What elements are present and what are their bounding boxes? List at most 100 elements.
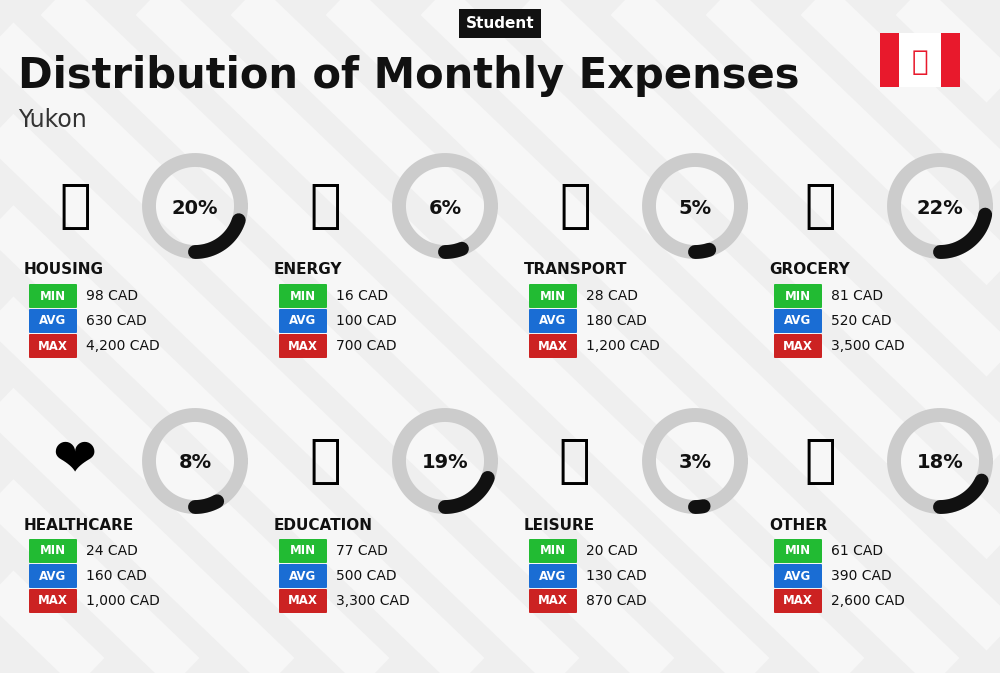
FancyBboxPatch shape bbox=[279, 539, 327, 563]
Text: MIN: MIN bbox=[40, 289, 66, 302]
Text: 28 CAD: 28 CAD bbox=[586, 289, 638, 303]
Text: 6%: 6% bbox=[428, 199, 462, 217]
Text: AVG: AVG bbox=[539, 314, 567, 328]
Text: 20%: 20% bbox=[172, 199, 218, 217]
FancyBboxPatch shape bbox=[279, 334, 327, 358]
Text: MIN: MIN bbox=[785, 289, 811, 302]
Text: MAX: MAX bbox=[538, 339, 568, 353]
Text: 🔌: 🔌 bbox=[309, 180, 341, 232]
FancyBboxPatch shape bbox=[774, 309, 822, 333]
FancyBboxPatch shape bbox=[29, 589, 77, 613]
Text: LEISURE: LEISURE bbox=[524, 518, 595, 532]
Text: MAX: MAX bbox=[783, 594, 813, 608]
Text: MIN: MIN bbox=[785, 544, 811, 557]
Text: AVG: AVG bbox=[289, 569, 317, 583]
Text: 19%: 19% bbox=[422, 454, 468, 472]
Text: OTHER: OTHER bbox=[769, 518, 827, 532]
Text: 20 CAD: 20 CAD bbox=[586, 544, 638, 558]
Text: 🏢: 🏢 bbox=[59, 180, 91, 232]
Text: MAX: MAX bbox=[38, 594, 68, 608]
Text: AVG: AVG bbox=[539, 569, 567, 583]
Text: 1,200 CAD: 1,200 CAD bbox=[586, 339, 660, 353]
FancyBboxPatch shape bbox=[529, 284, 577, 308]
Text: 🍁: 🍁 bbox=[912, 48, 928, 76]
Text: 100 CAD: 100 CAD bbox=[336, 314, 397, 328]
Text: MIN: MIN bbox=[290, 544, 316, 557]
Text: AVG: AVG bbox=[39, 569, 67, 583]
FancyBboxPatch shape bbox=[29, 284, 77, 308]
Text: 3,500 CAD: 3,500 CAD bbox=[831, 339, 905, 353]
Text: HEALTHCARE: HEALTHCARE bbox=[24, 518, 134, 532]
FancyBboxPatch shape bbox=[529, 334, 577, 358]
Text: MAX: MAX bbox=[538, 594, 568, 608]
Text: Distribution of Monthly Expenses: Distribution of Monthly Expenses bbox=[18, 55, 800, 97]
Text: ❤️: ❤️ bbox=[53, 435, 97, 487]
FancyBboxPatch shape bbox=[941, 33, 960, 87]
Text: 180 CAD: 180 CAD bbox=[586, 314, 647, 328]
Text: MAX: MAX bbox=[38, 339, 68, 353]
Text: 🎓: 🎓 bbox=[309, 435, 341, 487]
Text: 🛍️: 🛍️ bbox=[559, 435, 591, 487]
Text: GROCERY: GROCERY bbox=[769, 262, 850, 277]
Text: 24 CAD: 24 CAD bbox=[86, 544, 138, 558]
Text: MAX: MAX bbox=[783, 339, 813, 353]
Text: MIN: MIN bbox=[40, 544, 66, 557]
FancyBboxPatch shape bbox=[880, 33, 899, 87]
Text: 16 CAD: 16 CAD bbox=[336, 289, 388, 303]
FancyBboxPatch shape bbox=[529, 589, 577, 613]
Text: 870 CAD: 870 CAD bbox=[586, 594, 647, 608]
Text: Student: Student bbox=[466, 16, 534, 31]
FancyBboxPatch shape bbox=[29, 539, 77, 563]
Text: 🚌: 🚌 bbox=[559, 180, 591, 232]
Text: 22%: 22% bbox=[917, 199, 963, 217]
Text: AVG: AVG bbox=[784, 314, 812, 328]
Text: 77 CAD: 77 CAD bbox=[336, 544, 388, 558]
Text: 500 CAD: 500 CAD bbox=[336, 569, 397, 583]
Text: HOUSING: HOUSING bbox=[24, 262, 104, 277]
Text: 18%: 18% bbox=[917, 454, 963, 472]
FancyBboxPatch shape bbox=[880, 33, 960, 87]
Text: 160 CAD: 160 CAD bbox=[86, 569, 147, 583]
Text: Yukon: Yukon bbox=[18, 108, 87, 132]
FancyBboxPatch shape bbox=[279, 589, 327, 613]
Text: 🛒: 🛒 bbox=[804, 180, 836, 232]
Text: MAX: MAX bbox=[288, 594, 318, 608]
Text: 4,200 CAD: 4,200 CAD bbox=[86, 339, 160, 353]
FancyBboxPatch shape bbox=[774, 334, 822, 358]
Text: MIN: MIN bbox=[290, 289, 316, 302]
Text: MIN: MIN bbox=[540, 544, 566, 557]
Text: 98 CAD: 98 CAD bbox=[86, 289, 138, 303]
Text: MAX: MAX bbox=[288, 339, 318, 353]
Text: 1,000 CAD: 1,000 CAD bbox=[86, 594, 160, 608]
Text: AVG: AVG bbox=[39, 314, 67, 328]
Text: 81 CAD: 81 CAD bbox=[831, 289, 883, 303]
FancyBboxPatch shape bbox=[279, 284, 327, 308]
Text: 130 CAD: 130 CAD bbox=[586, 569, 647, 583]
FancyBboxPatch shape bbox=[529, 309, 577, 333]
FancyBboxPatch shape bbox=[529, 564, 577, 588]
Text: 3,300 CAD: 3,300 CAD bbox=[336, 594, 410, 608]
FancyBboxPatch shape bbox=[29, 334, 77, 358]
Text: AVG: AVG bbox=[784, 569, 812, 583]
FancyBboxPatch shape bbox=[29, 309, 77, 333]
Text: 61 CAD: 61 CAD bbox=[831, 544, 883, 558]
Text: ENERGY: ENERGY bbox=[274, 262, 342, 277]
FancyBboxPatch shape bbox=[774, 284, 822, 308]
Text: 630 CAD: 630 CAD bbox=[86, 314, 147, 328]
Text: 700 CAD: 700 CAD bbox=[336, 339, 397, 353]
Text: 390 CAD: 390 CAD bbox=[831, 569, 892, 583]
FancyBboxPatch shape bbox=[279, 564, 327, 588]
Text: AVG: AVG bbox=[289, 314, 317, 328]
FancyBboxPatch shape bbox=[29, 564, 77, 588]
Text: 520 CAD: 520 CAD bbox=[831, 314, 892, 328]
FancyBboxPatch shape bbox=[529, 539, 577, 563]
Text: TRANSPORT: TRANSPORT bbox=[524, 262, 628, 277]
Text: 8%: 8% bbox=[178, 454, 212, 472]
FancyBboxPatch shape bbox=[774, 539, 822, 563]
Text: 2,600 CAD: 2,600 CAD bbox=[831, 594, 905, 608]
Text: 3%: 3% bbox=[678, 454, 712, 472]
Text: 5%: 5% bbox=[678, 199, 712, 217]
FancyBboxPatch shape bbox=[279, 309, 327, 333]
Text: 💰: 💰 bbox=[804, 435, 836, 487]
Text: MIN: MIN bbox=[540, 289, 566, 302]
